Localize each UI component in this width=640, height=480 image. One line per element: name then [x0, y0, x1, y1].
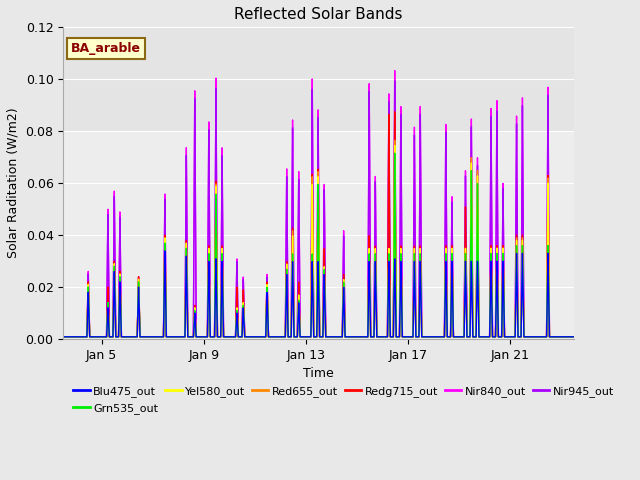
- Yel580_out: [570, 334, 578, 340]
- Blu475_out: [425, 334, 433, 340]
- Red655_out: [425, 334, 433, 340]
- Nir840_out: [570, 334, 578, 340]
- Blu475_out: [387, 334, 395, 340]
- Yel580_out: [187, 334, 195, 340]
- Redg715_out: [537, 334, 545, 340]
- Red655_out: [537, 334, 545, 340]
- Nir840_out: [301, 334, 308, 340]
- X-axis label: Time: Time: [303, 367, 334, 380]
- Nir840_out: [425, 334, 433, 340]
- Redg715_out: [301, 334, 308, 340]
- Grn535_out: [537, 334, 545, 340]
- Text: BA_arable: BA_arable: [71, 42, 141, 55]
- Line: Nir945_out: Nir945_out: [63, 81, 574, 337]
- Grn535_out: [391, 150, 399, 156]
- Yel580_out: [537, 334, 545, 340]
- Redg715_out: [368, 334, 376, 340]
- Blu475_out: [60, 334, 67, 340]
- Grn535_out: [60, 334, 67, 340]
- Nir840_out: [187, 334, 195, 340]
- Red655_out: [391, 137, 399, 143]
- Line: Yel580_out: Yel580_out: [63, 145, 574, 337]
- Nir945_out: [537, 334, 545, 340]
- Line: Grn535_out: Grn535_out: [63, 153, 574, 337]
- Blu475_out: [187, 334, 195, 340]
- Redg715_out: [391, 109, 399, 115]
- Y-axis label: Solar Raditation (W/m2): Solar Raditation (W/m2): [7, 108, 20, 258]
- Bar: [63, 131, 574, 339]
- Yel580_out: [60, 334, 67, 340]
- Redg715_out: [387, 334, 395, 340]
- Red655_out: [368, 334, 376, 340]
- Yel580_out: [301, 334, 308, 340]
- Nir945_out: [60, 334, 67, 340]
- Line: Redg715_out: Redg715_out: [63, 112, 574, 337]
- Nir945_out: [187, 334, 195, 340]
- Yel580_out: [391, 143, 399, 148]
- Red655_out: [570, 334, 578, 340]
- Blu475_out: [161, 248, 169, 254]
- Blu475_out: [369, 334, 376, 340]
- Line: Nir840_out: Nir840_out: [63, 71, 574, 337]
- Grn535_out: [187, 334, 195, 340]
- Nir945_out: [570, 334, 578, 340]
- Nir840_out: [537, 334, 545, 340]
- Blu475_out: [537, 334, 545, 340]
- Line: Blu475_out: Blu475_out: [63, 251, 574, 337]
- Redg715_out: [60, 334, 67, 340]
- Nir945_out: [368, 334, 376, 340]
- Redg715_out: [187, 334, 195, 340]
- Red655_out: [301, 334, 308, 340]
- Legend: Blu475_out, Grn535_out, Yel580_out, Red655_out, Redg715_out, Nir840_out, Nir945_: Blu475_out, Grn535_out, Yel580_out, Red6…: [68, 382, 618, 418]
- Bar: [63, 27, 574, 131]
- Title: Reflected Solar Bands: Reflected Solar Bands: [234, 7, 403, 22]
- Nir840_out: [368, 334, 376, 340]
- Nir945_out: [391, 78, 399, 84]
- Red655_out: [387, 334, 395, 340]
- Nir840_out: [60, 334, 67, 340]
- Nir945_out: [387, 334, 395, 340]
- Yel580_out: [368, 334, 376, 340]
- Red655_out: [60, 334, 67, 340]
- Blu475_out: [301, 334, 308, 340]
- Blu475_out: [570, 334, 578, 340]
- Red655_out: [187, 334, 195, 340]
- Yel580_out: [387, 334, 395, 340]
- Grn535_out: [570, 334, 578, 340]
- Nir840_out: [387, 334, 395, 340]
- Grn535_out: [368, 334, 376, 340]
- Yel580_out: [425, 334, 433, 340]
- Nir945_out: [425, 334, 433, 340]
- Redg715_out: [570, 334, 578, 340]
- Grn535_out: [425, 334, 433, 340]
- Nir945_out: [301, 334, 308, 340]
- Grn535_out: [387, 334, 395, 340]
- Nir840_out: [391, 68, 399, 73]
- Grn535_out: [301, 334, 308, 340]
- Line: Red655_out: Red655_out: [63, 140, 574, 337]
- Redg715_out: [425, 334, 433, 340]
